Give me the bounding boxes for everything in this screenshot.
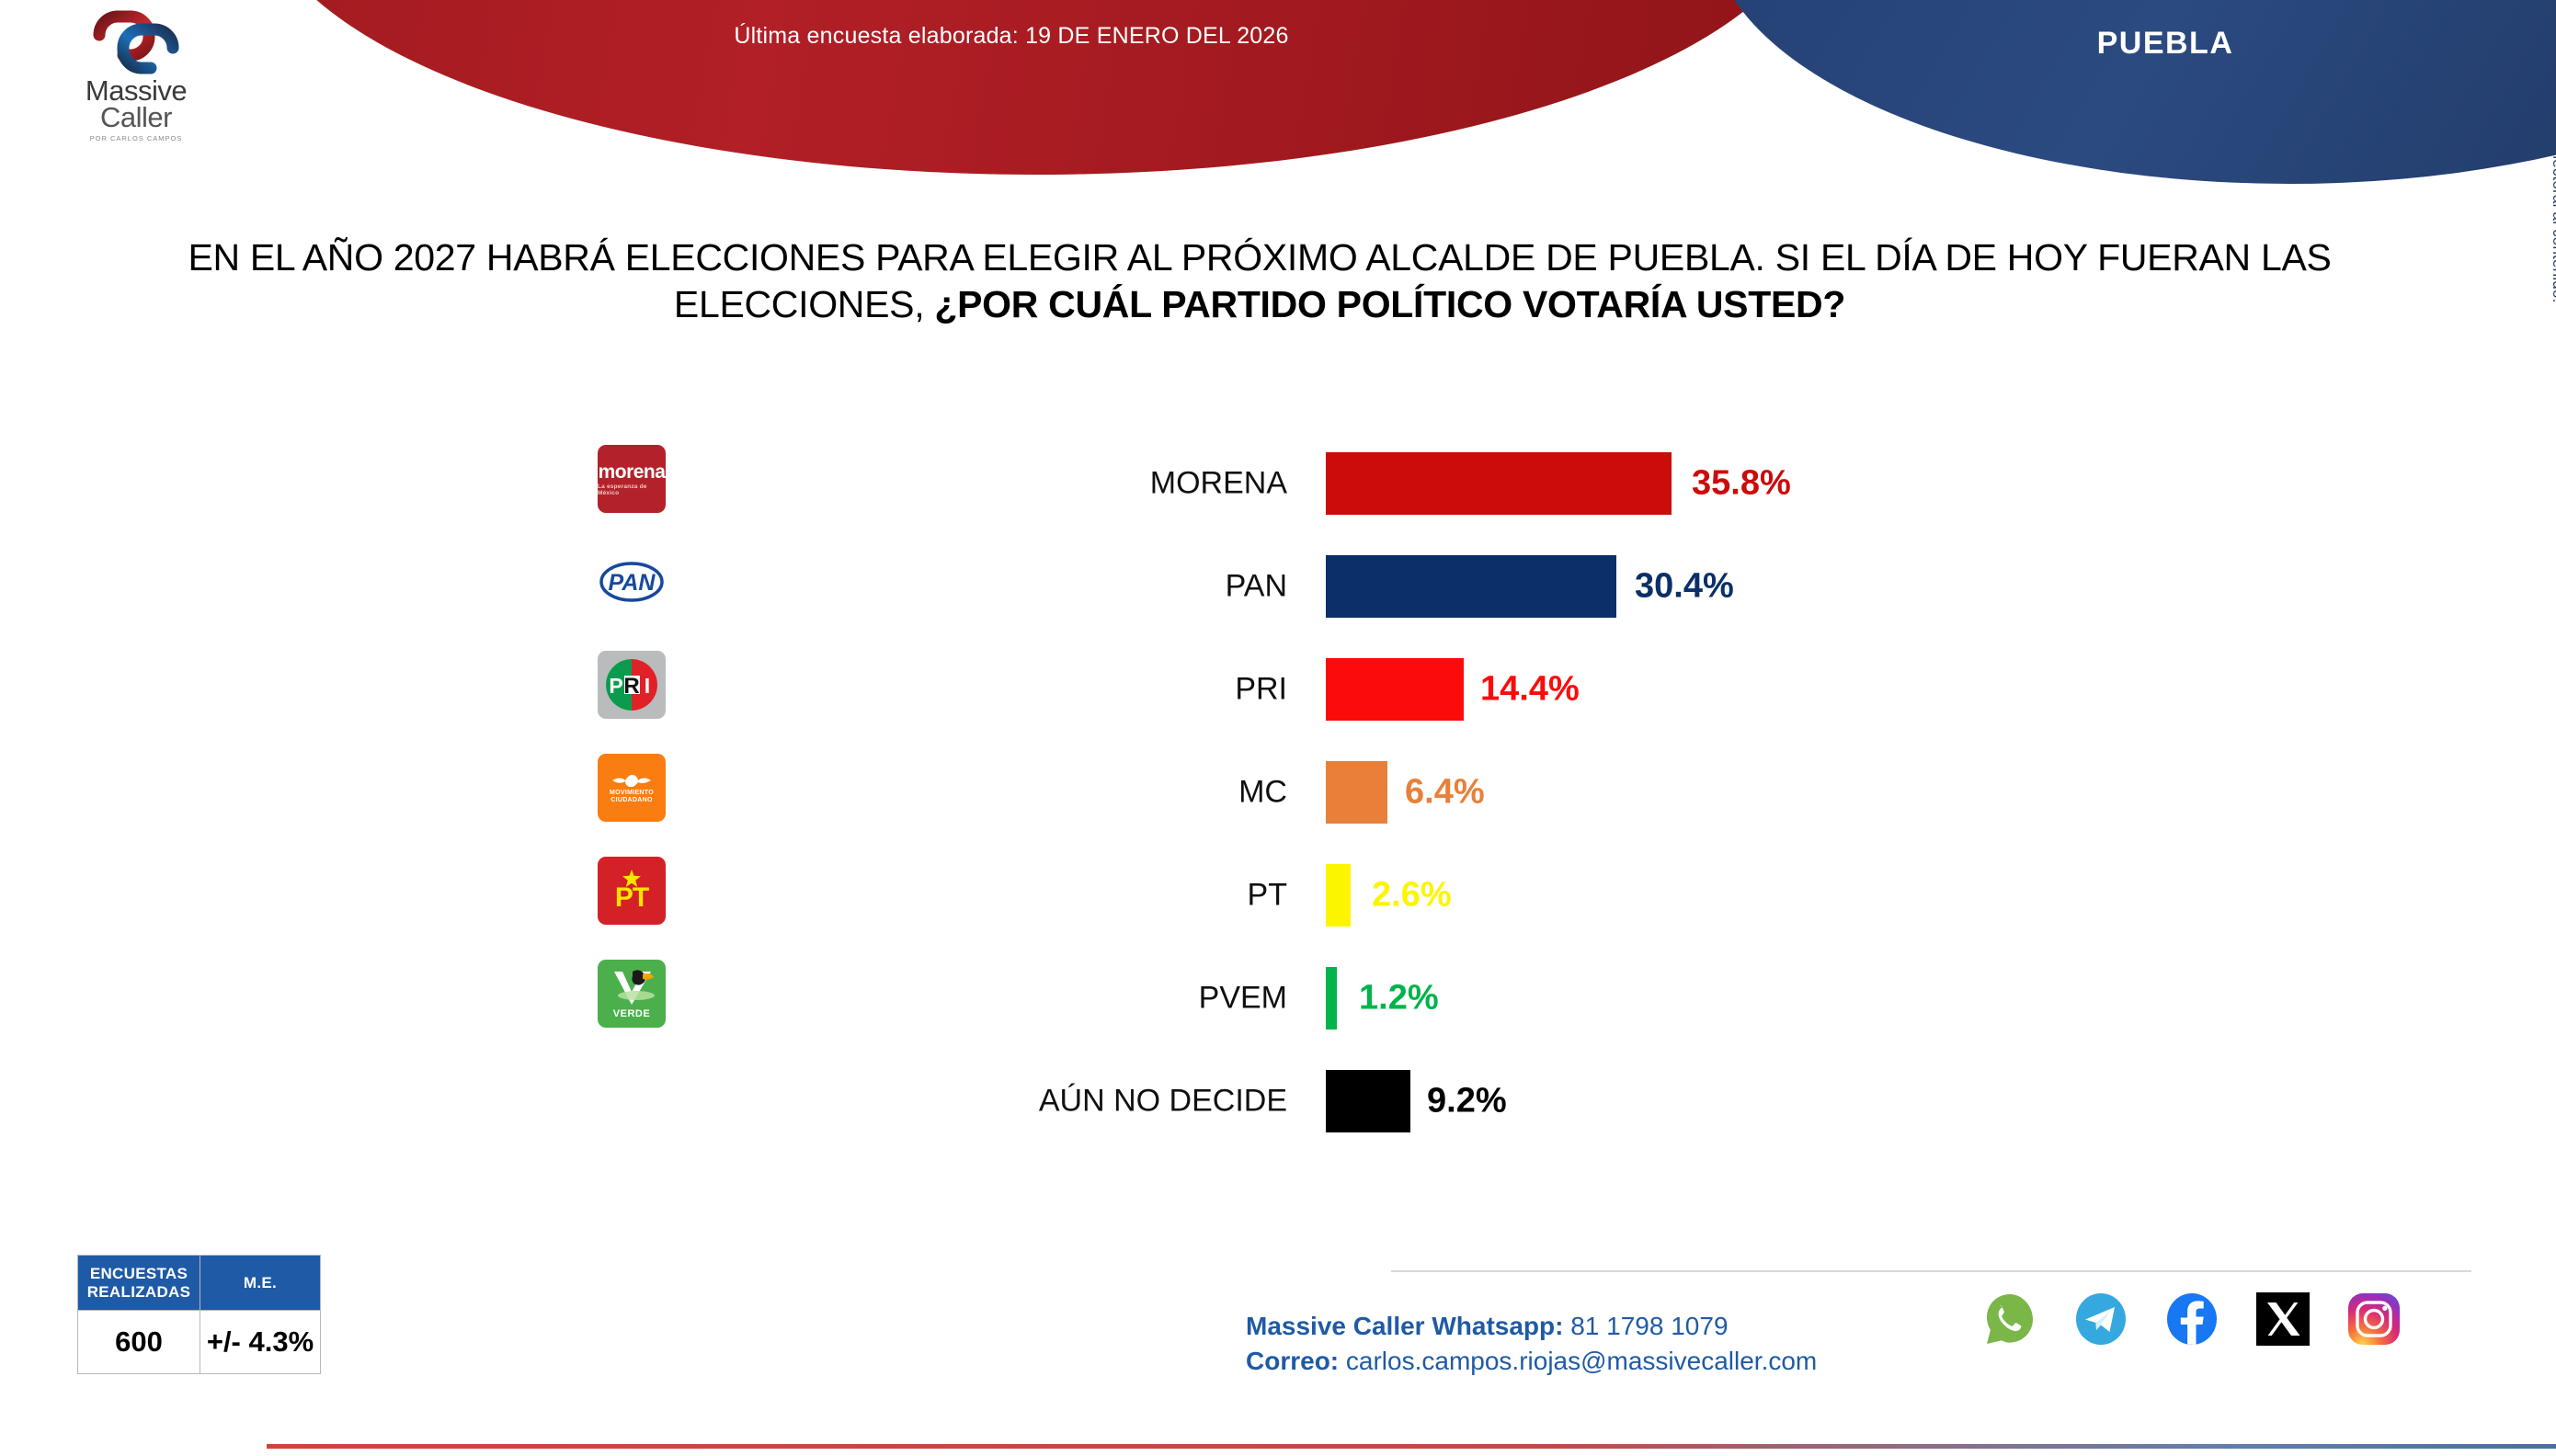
whatsapp-icon[interactable] (1981, 1291, 2038, 1348)
category-label: PT (1247, 877, 1287, 913)
mc-logo: MOVIMIENTO CIUDADANO (590, 746, 673, 829)
chart-row: AÚN NO DECIDE 9.2% (0, 1050, 2556, 1153)
survey-date: Última encuesta elaborada: 19 DE ENERO D… (734, 23, 1289, 49)
pri-logo: R P I (590, 643, 673, 726)
logo-word-caller: Caller (100, 101, 172, 134)
bottom-accent-line (267, 1444, 2556, 1449)
pt-logo-text: PT (614, 882, 649, 913)
pvem-logo: VERDE (590, 952, 673, 1035)
chart-row: R P I PRI 14.4% (0, 638, 2556, 741)
table-header-me: M.E. (200, 1254, 321, 1312)
bar-value-pri: 14.4% (1480, 669, 1580, 709)
pvem-logo-text: VERDE (612, 1008, 651, 1019)
bar-value-mc: 6.4% (1405, 772, 1485, 812)
chart-row: PAN PAN 30.4% (0, 535, 2556, 638)
bar-pvem (1326, 967, 1337, 1029)
bar-pan (1326, 555, 1616, 618)
table-header-encuestas: ENCUESTAS REALIZADAS (77, 1254, 200, 1312)
pt-star-icon (622, 870, 641, 887)
morena-logo-tagline: La esperanza de México (598, 483, 647, 496)
table-cell-sample-size: 600 (77, 1310, 200, 1375)
bar-value-aun-no-decide: 9.2% (1427, 1081, 1507, 1120)
stats-table: ENCUESTAS REALIZADAS M.E. 600 +/- 4.3% (77, 1254, 321, 1375)
brand-logo: Massive Caller POR CARLOS CAMPOS (81, 7, 191, 142)
title-part-regular: EN EL AÑO 2027 HABRÁ ELECCIONES PARA ELE… (188, 236, 2332, 326)
category-label: PRI (1235, 671, 1287, 707)
mc-eagle-icon (612, 775, 651, 788)
title-part-bold: ¿POR CUÁL PARTIDO POLÍTICO VOTARÍA USTED… (934, 283, 1846, 326)
email-label: Correo: (1246, 1346, 1340, 1375)
category-label: MC (1238, 774, 1287, 810)
chart-row: morena La esperanza de México MORENA 35.… (0, 432, 2556, 535)
page-title: EN EL AÑO 2027 HABRÁ ELECCIONES PARA ELE… (83, 234, 2436, 329)
table-cell-margin-error: +/- 4.3% (200, 1310, 321, 1375)
logo-word-massive: Massive (85, 74, 188, 107)
email-line: Correo: carlos.campos.riojas@massivecall… (1246, 1344, 1817, 1379)
logo-mark-icon (88, 7, 184, 75)
header-line-1: ENCUESTAS (89, 1265, 188, 1282)
bar-pri (1326, 658, 1464, 721)
state-name: PUEBLA (2096, 26, 2234, 61)
pan-logo-icon: PAN (599, 562, 664, 602)
bar-aun-no-decide (1326, 1070, 1410, 1132)
x-icon[interactable] (2254, 1291, 2311, 1348)
whatsapp-number[interactable]: 81 1798 1079 (1570, 1312, 1729, 1340)
pt-logo: PT (590, 849, 673, 932)
copyright-notice: D.R., (C) MASSIVE CALLER S.A DE C.V., 20… (2549, 0, 2556, 303)
pvem-toucan-icon (614, 970, 655, 1005)
email-address[interactable]: carlos.campos.riojas@massivecaller.com (1345, 1346, 1818, 1375)
svg-text:PAN: PAN (609, 570, 656, 596)
bar-value-pan: 30.4% (1635, 566, 1734, 606)
header-line-2: REALIZADAS (86, 1282, 191, 1301)
logo-subtitle: POR CARLOS CAMPOS (89, 133, 183, 142)
table-row: 600 +/- 4.3% (77, 1310, 321, 1375)
instagram-icon[interactable] (2345, 1291, 2402, 1348)
poll-bar-chart: morena La esperanza de México MORENA 35.… (0, 432, 2556, 1153)
svg-text:P: P (609, 674, 622, 698)
mc-logo-line2: CIUDADANO (610, 797, 653, 803)
bar-value-pvem: 1.2% (1359, 978, 1439, 1018)
category-label: PVEM (1198, 980, 1287, 1016)
chart-row: MOVIMIENTO CIUDADANO MC 6.4% (0, 741, 2556, 844)
whatsapp-line: Massive Caller Whatsapp: 81 1798 1079 (1246, 1309, 1817, 1344)
chart-row: VERDE PVEM 1.2% (0, 947, 2556, 1050)
pri-logo-icon: R P I (606, 659, 657, 711)
header-banner (0, 0, 2556, 198)
whatsapp-label: Massive Caller Whatsapp: (1246, 1312, 1564, 1340)
mc-logo-line1: MOVIMIENTO (610, 790, 654, 797)
table-header-row: ENCUESTAS REALIZADAS M.E. (77, 1254, 321, 1312)
social-links (1981, 1291, 2402, 1348)
facebook-icon[interactable] (2163, 1291, 2220, 1348)
category-label: MORENA (1149, 465, 1287, 501)
footer-divider (1391, 1270, 2471, 1272)
morena-logo: morena La esperanza de México (590, 438, 673, 520)
bar-mc (1326, 761, 1387, 824)
svg-text:I: I (645, 674, 650, 698)
bar-morena (1326, 452, 1672, 515)
bar-pt (1326, 864, 1351, 927)
morena-logo-text: morena (598, 461, 666, 483)
category-label: AÚN NO DECIDE (1038, 1083, 1287, 1119)
chart-row: PT PT 2.6% (0, 844, 2556, 947)
bar-value-pt: 2.6% (1372, 875, 1452, 915)
telegram-icon[interactable] (2072, 1291, 2129, 1348)
pan-logo: PAN (590, 540, 673, 623)
category-label: PAN (1225, 568, 1287, 604)
bar-value-morena: 35.8% (1692, 463, 1791, 503)
contact-info: Massive Caller Whatsapp: 81 1798 1079 Co… (1246, 1309, 1817, 1379)
svg-text:R: R (623, 674, 639, 699)
